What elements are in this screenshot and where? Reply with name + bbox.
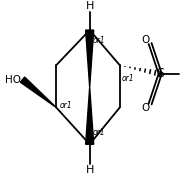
Polygon shape (86, 87, 94, 144)
Text: S: S (180, 73, 181, 74)
Polygon shape (20, 77, 56, 107)
Text: or1: or1 (93, 128, 106, 137)
Text: O: O (142, 35, 150, 45)
Polygon shape (86, 30, 94, 87)
Text: or1: or1 (59, 101, 72, 110)
Text: S: S (156, 67, 164, 80)
Text: H: H (85, 165, 94, 175)
Text: or1: or1 (93, 36, 106, 45)
Text: HO: HO (5, 75, 21, 85)
Text: or1: or1 (121, 74, 134, 83)
Text: H: H (85, 1, 94, 11)
Text: O: O (142, 103, 150, 113)
